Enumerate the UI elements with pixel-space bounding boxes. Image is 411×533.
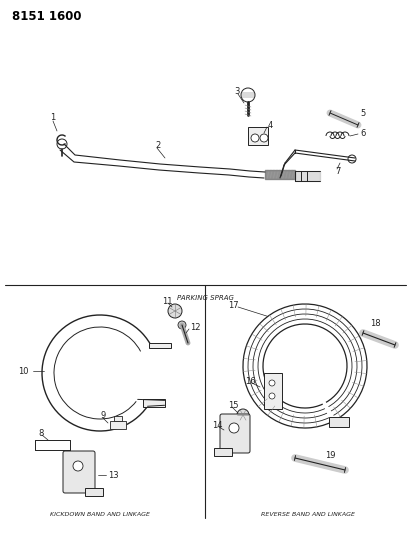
Text: 10: 10 — [18, 367, 28, 376]
Text: 8: 8 — [38, 429, 44, 438]
Bar — [143, 399, 164, 407]
Bar — [85, 488, 103, 496]
Circle shape — [237, 409, 249, 421]
Circle shape — [251, 134, 259, 142]
Circle shape — [73, 461, 83, 471]
Bar — [248, 127, 268, 145]
Text: 17: 17 — [228, 301, 239, 310]
Text: 1: 1 — [50, 114, 55, 123]
Circle shape — [229, 423, 239, 433]
Text: 13: 13 — [108, 471, 119, 480]
Text: 14: 14 — [212, 421, 222, 430]
Circle shape — [348, 155, 356, 163]
Text: 18: 18 — [370, 319, 381, 327]
Bar — [214, 448, 232, 456]
Circle shape — [168, 304, 182, 318]
Text: KICKDOWN BAND AND LINKAGE: KICKDOWN BAND AND LINKAGE — [50, 513, 150, 518]
Text: 15: 15 — [228, 400, 238, 409]
Bar — [114, 416, 122, 421]
Circle shape — [178, 321, 186, 329]
Bar — [148, 343, 171, 349]
Polygon shape — [329, 417, 349, 427]
FancyBboxPatch shape — [63, 451, 95, 493]
Text: 6: 6 — [360, 128, 365, 138]
Text: 9: 9 — [100, 410, 105, 419]
FancyBboxPatch shape — [220, 414, 250, 453]
Text: 7: 7 — [335, 166, 340, 175]
Text: 16: 16 — [245, 376, 256, 385]
Text: PARKING SPRAG: PARKING SPRAG — [177, 295, 233, 301]
Text: 12: 12 — [190, 322, 201, 332]
Circle shape — [260, 134, 268, 142]
Text: 19: 19 — [325, 450, 335, 459]
Text: 2: 2 — [155, 141, 160, 149]
Text: 11: 11 — [162, 296, 173, 305]
Text: 8151 1600: 8151 1600 — [12, 10, 81, 22]
Bar — [110, 421, 126, 429]
Circle shape — [269, 380, 275, 386]
Text: REVERSE BAND AND LINKAGE: REVERSE BAND AND LINKAGE — [261, 513, 355, 518]
Bar — [264, 373, 282, 409]
Text: 3: 3 — [234, 86, 239, 95]
Text: 4: 4 — [268, 120, 273, 130]
Text: 5: 5 — [360, 109, 365, 117]
Circle shape — [269, 393, 275, 399]
